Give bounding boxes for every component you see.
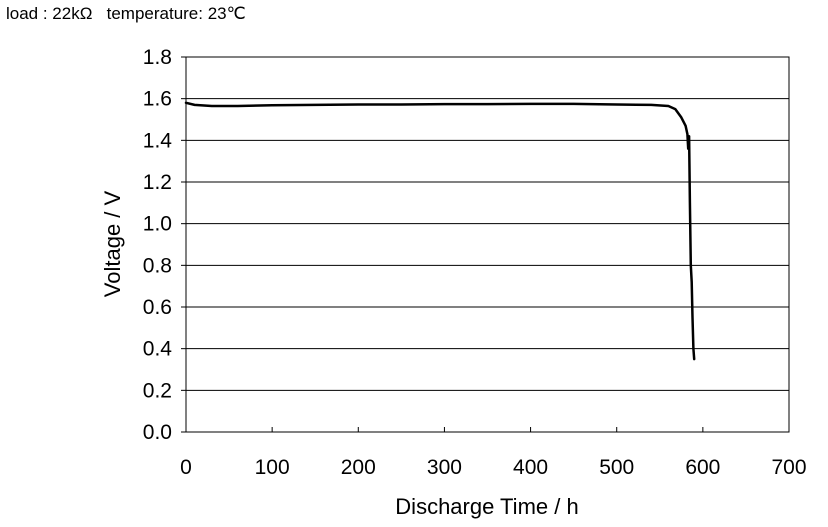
y-axis: 0.0 0.2 0.4 0.6 0.8 1.0 1.2 1.4 1.6 1.8 [143,46,186,444]
y-tick-label: 0.6 [143,296,172,319]
x-axis-label: Discharge Time / h [395,494,578,519]
x-tick-label: 400 [513,456,548,479]
y-tick-label: 1.4 [143,129,173,152]
test-conditions: load : 22kΩ temperature: 23℃ [6,4,246,24]
y-tick-label: 0.8 [143,254,172,277]
x-tick-label: 700 [771,456,806,479]
x-tick-label: 500 [599,456,634,479]
data-series [184,101,696,361]
y-tick-label: 1.2 [143,171,172,194]
x-tick-label: 0 [180,456,192,479]
x-axis: 0 100 200 300 400 500 600 700 [180,427,807,479]
temperature-condition: temperature: 23℃ [106,4,246,23]
y-axis-label: Voltage / V [100,190,125,297]
y-tick-label: 0.2 [143,379,172,402]
load-condition: load : 22kΩ [6,4,93,23]
x-tick-label: 300 [427,456,462,479]
x-tick-label: 100 [255,456,290,479]
y-tick-label: 0.0 [143,421,172,444]
y-tick-label: 1.8 [143,46,172,69]
x-tick-label: 200 [341,456,376,479]
y-tick-label: 1.6 [143,88,172,111]
y-tick-label: 1.0 [143,213,172,236]
plot-area [185,56,790,433]
x-tick-label: 600 [685,456,720,479]
series-line [184,101,696,361]
y-tick-label: 0.4 [143,338,173,361]
